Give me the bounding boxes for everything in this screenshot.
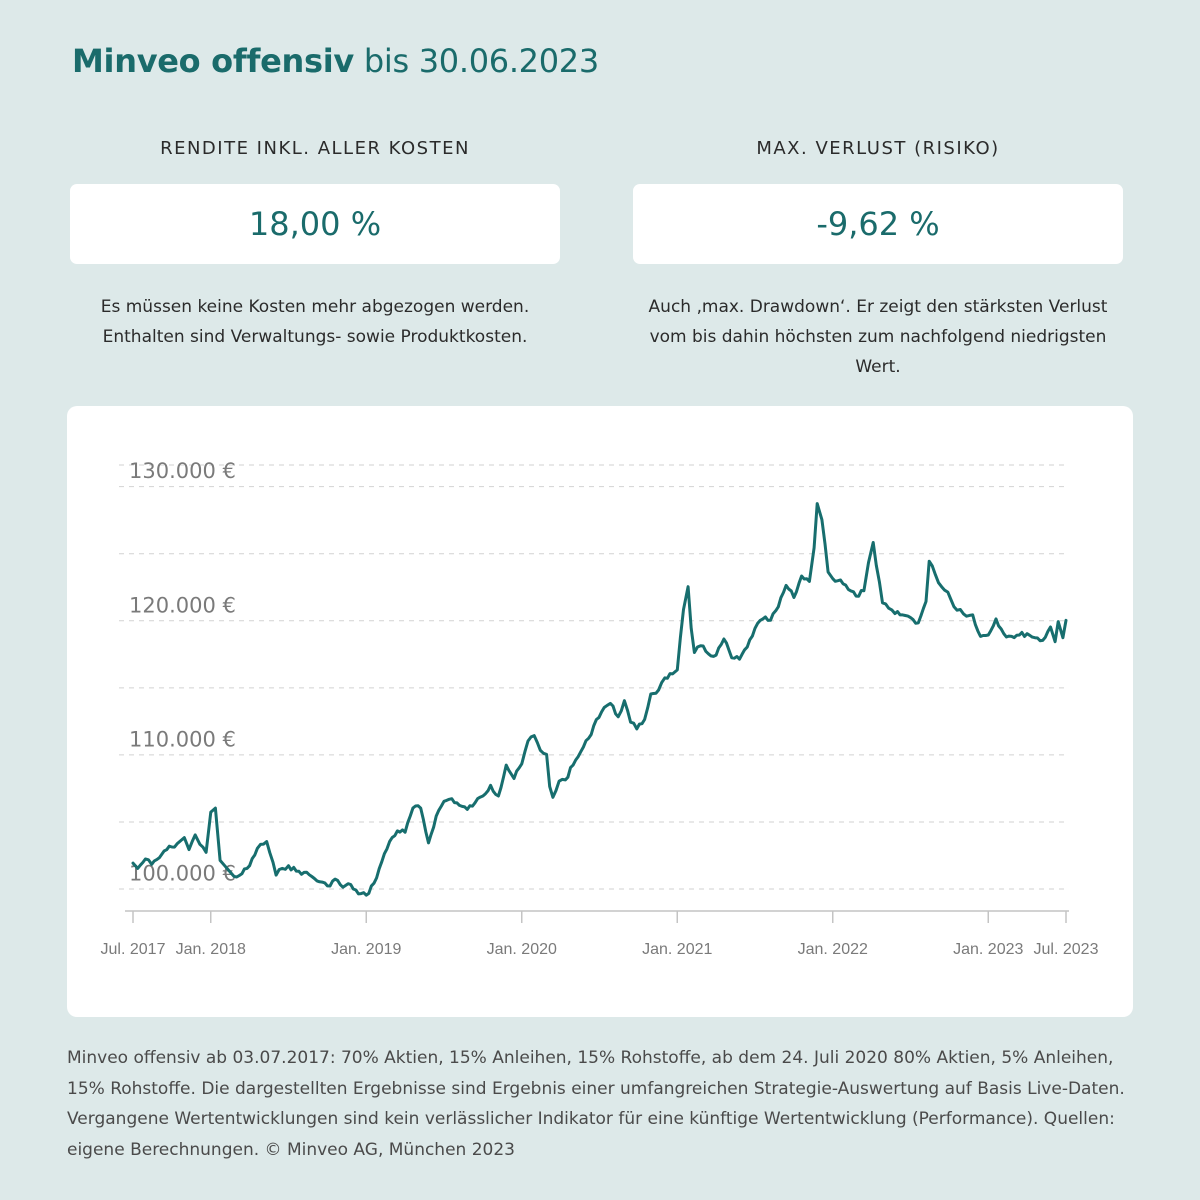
x-axis: Jul. 2017 Jan. 2018 Jan. 2019 Jan. 2020 Jan.…	[101, 910, 1099, 958]
kpi-risk-desc-line1: Auch ‚max. Drawdown‘. Er zeigt den stärk…	[648, 297, 1108, 317]
page-title-date: bis 30.06.2023	[353, 42, 599, 80]
chart-grid	[119, 464, 1069, 890]
kpi-risk-label: MAX. VERLUST (RISIKO)	[756, 138, 1000, 159]
chart-series	[131, 502, 1068, 897]
kpi-return-desc-line2: Enthalten sind Verwaltungs- sowie Produk…	[102, 327, 528, 347]
footnote: Minveo offensiv ab 03.07.2017: 70% Aktie…	[67, 1048, 1125, 1160]
kpi-return-desc-line1: Es müssen keine Kosten mehr abgezogen we…	[100, 297, 530, 317]
y-tick-label: 110.000 €	[129, 727, 236, 751]
chart-card: 100.000 € 110.000 € 120.000 € 130.000 € Jul…	[67, 406, 1133, 1017]
kpi-return-label: RENDITE INKL. ALLER KOSTEN	[160, 138, 470, 159]
x-tick-label: Jan. 2020	[487, 941, 557, 958]
kpi-return: RENDITE INKL. ALLER KOSTEN 18,00 % Es mü…	[70, 138, 560, 352]
kpi-risk: MAX. VERLUST (RISIKO) -9,62 % Auch ‚max.…	[633, 138, 1123, 382]
y-tick-label: 100.000 €	[129, 862, 236, 886]
kpi-return-description: Es müssen keine Kosten mehr abgezogen we…	[70, 292, 560, 352]
kpi-risk-value: -9,62 %	[633, 184, 1123, 264]
series-line	[131, 502, 1068, 897]
x-tick-label: Jan. 2021	[642, 941, 712, 958]
kpi-risk-description: Auch ‚max. Drawdown‘. Er zeigt den stärk…	[633, 292, 1123, 382]
page-title: Minveo offensiv bis 30.06.2023	[72, 42, 599, 80]
y-tick-label: 130.000 €	[129, 459, 236, 483]
kpi-return-value: 18,00 %	[70, 184, 560, 264]
y-axis-ticks: 100.000 € 110.000 € 120.000 € 130.000 €	[129, 459, 236, 885]
page-title-product: Minveo offensiv	[72, 42, 354, 80]
x-tick-label: Jul. 2023	[1034, 941, 1099, 958]
kpi-risk-desc-line2: vom bis dahin höchsten zum nachfolgend n…	[649, 327, 1107, 377]
x-tick-label: Jan. 2018	[176, 941, 246, 958]
y-tick-label: 120.000 €	[129, 593, 236, 617]
performance-chart: 100.000 € 110.000 € 120.000 € 130.000 € Jul…	[101, 459, 1099, 958]
x-tick-label: Jan. 2022	[798, 941, 868, 958]
x-tick-label: Jan. 2019	[331, 941, 401, 958]
x-tick-label: Jan. 2023	[953, 941, 1023, 958]
x-tick-label: Jul. 2017	[101, 941, 166, 958]
